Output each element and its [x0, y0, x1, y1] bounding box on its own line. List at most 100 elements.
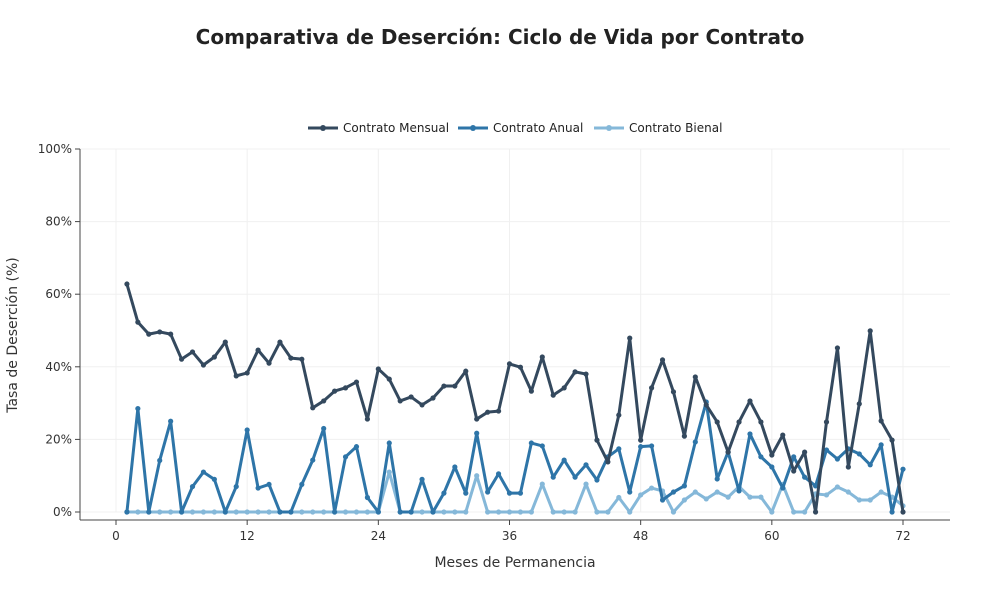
data-point [310, 405, 316, 411]
data-point [889, 437, 895, 443]
data-point [550, 474, 556, 480]
data-point [791, 468, 797, 474]
data-point [572, 509, 578, 515]
data-point [299, 481, 305, 488]
data-point [200, 362, 207, 368]
data-point [812, 509, 819, 515]
data-point [550, 509, 556, 515]
data-point [791, 454, 797, 460]
data-point [561, 509, 567, 515]
data-point [616, 446, 622, 452]
data-point [758, 419, 764, 425]
data-point [605, 509, 611, 515]
data-point [266, 509, 272, 515]
data-point [255, 509, 261, 515]
data-point [321, 509, 327, 515]
data-point [463, 368, 469, 374]
data-point [353, 444, 360, 450]
data-point [189, 483, 196, 490]
data-point [648, 485, 655, 491]
data-point [517, 490, 524, 496]
data-point [332, 388, 338, 394]
data-point [332, 509, 338, 515]
data-point [397, 509, 403, 515]
data-point [834, 456, 841, 462]
data-point [692, 489, 698, 495]
legend-label: Contrato Anual [493, 121, 583, 135]
legend-item[interactable]: Contrato Anual [458, 121, 583, 135]
data-point [627, 335, 633, 341]
data-point [178, 509, 185, 515]
data-point [791, 509, 797, 515]
data-point [834, 345, 841, 351]
data-point [485, 409, 491, 415]
data-point [670, 389, 677, 395]
data-point [353, 379, 360, 385]
data-point [583, 481, 589, 487]
series-group [124, 281, 906, 515]
data-point [681, 433, 687, 439]
legend-marker [320, 125, 326, 131]
data-point [528, 440, 534, 446]
data-point [419, 402, 425, 408]
data-point [594, 509, 600, 515]
data-point [769, 509, 775, 515]
series-line [125, 400, 905, 514]
data-point [572, 474, 578, 480]
data-point [277, 339, 283, 345]
data-point [638, 437, 644, 443]
data-point [233, 483, 239, 490]
data-point [561, 385, 567, 391]
data-point [528, 509, 534, 515]
data-point [517, 364, 524, 370]
data-point [157, 329, 163, 335]
data-point [823, 419, 830, 425]
chart-title: Comparativa de Deserción: Ciclo de Vida … [196, 25, 805, 49]
data-point [277, 509, 283, 515]
data-point [627, 489, 633, 495]
data-point [845, 489, 851, 495]
legend-item[interactable]: Contrato Mensual [308, 121, 449, 135]
data-point [769, 452, 775, 458]
data-point [135, 509, 141, 515]
data-point [441, 509, 447, 515]
data-point [627, 509, 633, 515]
data-point [485, 509, 491, 515]
data-point [495, 471, 502, 477]
data-point [769, 464, 775, 470]
data-point [889, 509, 895, 515]
data-point [823, 447, 830, 453]
data-point [168, 418, 174, 424]
data-point [157, 509, 163, 515]
data-point [310, 509, 316, 515]
series-contrato-anual [124, 399, 906, 515]
data-point [506, 509, 513, 515]
y-tick-label: 20% [45, 432, 72, 446]
legend-item[interactable]: Contrato Bienal [594, 121, 722, 135]
grid [80, 148, 950, 513]
data-point [834, 484, 841, 490]
data-point [342, 385, 349, 391]
data-point [867, 462, 873, 468]
data-point [736, 419, 742, 425]
data-point [495, 509, 502, 515]
data-point [878, 489, 884, 495]
data-point [900, 466, 906, 472]
data-point [146, 331, 152, 337]
data-point [703, 496, 709, 502]
x-tick-label: 60 [764, 529, 779, 543]
data-point [342, 454, 349, 460]
data-point [506, 361, 513, 367]
series-line [125, 283, 905, 514]
x-tick-label: 0 [112, 529, 120, 543]
data-point [747, 398, 753, 404]
series-contrato-mensual [124, 281, 906, 515]
data-point [321, 425, 327, 432]
data-point [233, 373, 239, 379]
data-point [539, 481, 545, 487]
data-point [638, 492, 644, 498]
legend[interactable]: Contrato Mensual Contrato Anual Contrato B… [308, 121, 722, 135]
data-point [430, 509, 436, 515]
data-point [419, 476, 425, 482]
